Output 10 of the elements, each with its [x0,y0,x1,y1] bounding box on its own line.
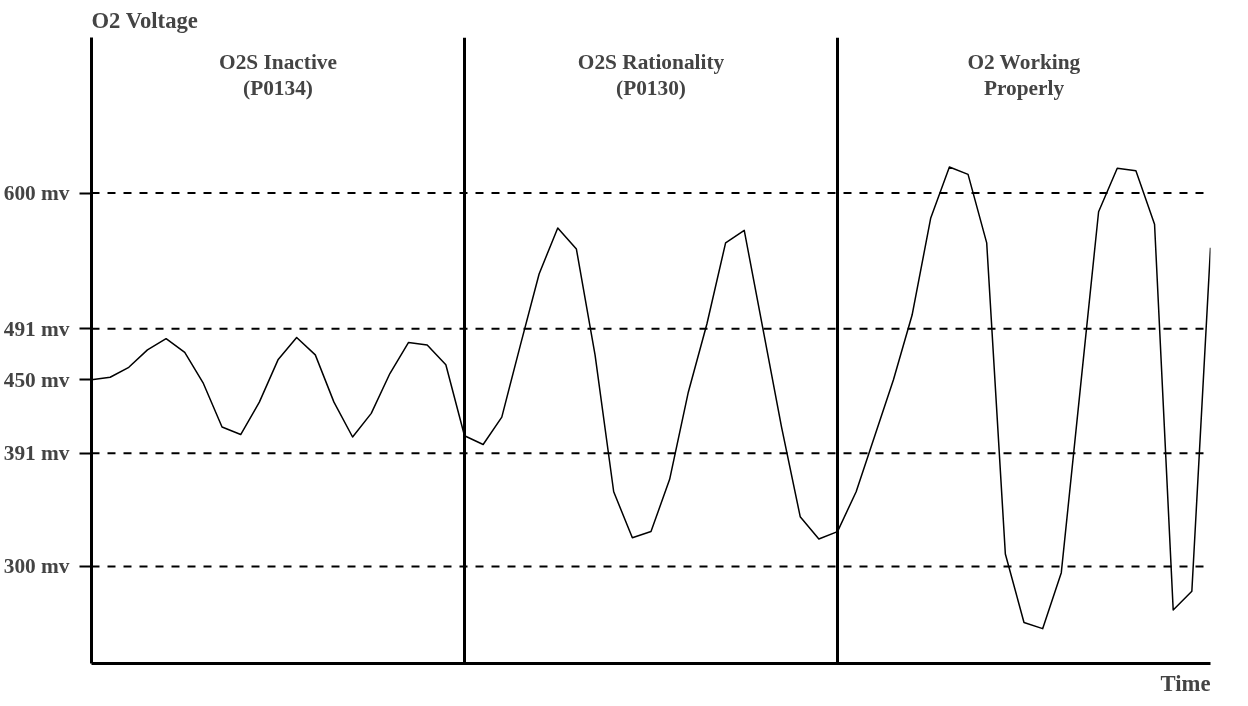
y-tick-label: 450 mv [3,367,70,392]
annotation: O2S Rationality (P0130) [577,50,725,101]
y-tick-label: 300 mv [3,554,70,579]
y-tick-label: 600 mv [3,181,70,206]
x-axis-title: Time [1160,670,1211,696]
annotation: O2S Inactive (P0134) [219,50,337,101]
y-tick-label: 491 mv [3,316,70,341]
annotation: O2 Working Properly [967,50,1081,101]
y-tick-label: 391 mv [3,441,70,466]
y-axis-title: O2 Voltage [91,7,198,33]
